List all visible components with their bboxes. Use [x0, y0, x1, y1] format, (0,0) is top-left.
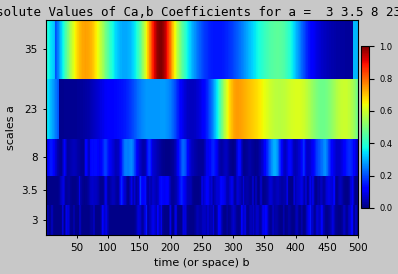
- Y-axis label: scales a: scales a: [6, 105, 16, 150]
- Title: Absolute Values of Ca,b Coefficients for a =  3 3.5 8 23 35: Absolute Values of Ca,b Coefficients for…: [0, 5, 398, 19]
- X-axis label: time (or space) b: time (or space) b: [154, 258, 250, 269]
